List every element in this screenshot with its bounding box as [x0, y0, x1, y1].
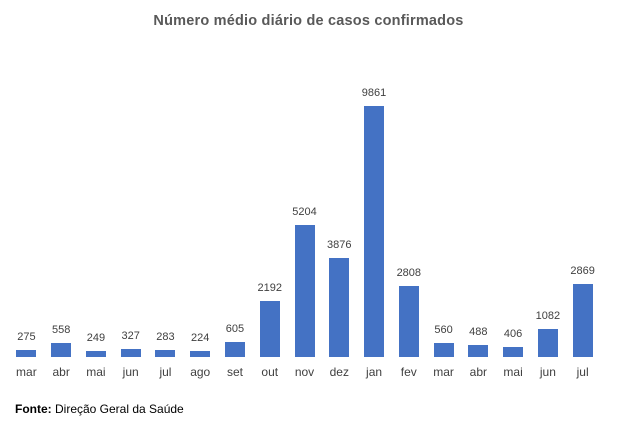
bar-column: 2808: [391, 267, 426, 357]
bar-column: 406: [496, 328, 531, 357]
source-note: Fonte: Direção Geral da Saúde: [15, 402, 184, 416]
bar-value-label: 224: [191, 332, 210, 344]
bar-column: 9861: [357, 87, 392, 357]
source-text: Direção Geral da Saúde: [51, 402, 184, 416]
x-axis-tick-label: abr: [469, 365, 487, 379]
bar-column: 249: [79, 332, 114, 357]
bar-value-label: 327: [121, 330, 140, 342]
x-axis-tick-label: jul: [576, 365, 589, 379]
bar: [572, 284, 593, 357]
bar: [224, 342, 245, 357]
bar-value-label: 275: [17, 331, 36, 343]
x-axis-tick-label: fev: [400, 365, 417, 379]
bar-column: 5204: [287, 206, 322, 357]
bar-value-label: 5204: [292, 206, 317, 218]
bar-value-label: 3876: [327, 239, 352, 251]
x-axis-tick-label: abr: [52, 365, 70, 379]
bar: [259, 301, 280, 357]
x-axis-tick-label: jun: [539, 365, 556, 379]
bar-column: 1082: [530, 310, 565, 357]
bar: [155, 350, 176, 357]
bar-value-label: 283: [156, 331, 175, 343]
bar-value-label: 249: [86, 332, 106, 344]
bar: [468, 345, 489, 357]
x-axis-tick-label: set: [226, 365, 243, 379]
x-axis-tick-label: jul: [159, 365, 172, 379]
bar-column: 275: [9, 331, 44, 357]
bar-value-label: 605: [225, 323, 245, 335]
bar-value-label: 2192: [257, 282, 282, 294]
bar-value-label: 9861: [361, 87, 387, 99]
bar-column: 488: [461, 326, 496, 357]
bar-value-label: 2808: [396, 267, 422, 279]
bar-value-label: 488: [469, 326, 488, 338]
source-label: Fonte:: [15, 402, 52, 416]
x-axis-tick-label: ago: [190, 365, 211, 379]
bar-value-label: 406: [503, 328, 523, 340]
bar-value-label: 1082: [535, 310, 561, 322]
bar: [51, 343, 72, 357]
bar: [120, 349, 141, 357]
x-axis-tick-label: nov: [294, 365, 315, 379]
bar: [398, 286, 419, 357]
bar-value-label: 560: [434, 324, 453, 336]
bar: [364, 106, 385, 357]
bar: [503, 347, 524, 357]
x-axis-tick-label: jan: [366, 365, 383, 379]
bar-column: 2869: [565, 265, 600, 357]
chart-title: Número médio diário de casos confirmados: [153, 13, 464, 29]
bar-column: 327: [113, 330, 148, 357]
bar-value-label: 558: [51, 324, 71, 336]
bar-column: 224: [183, 332, 218, 357]
bar-column: 3876: [322, 239, 357, 357]
plot-area: 275 558 249 327 283 224 605 2192 5204 3876 9861 280…: [9, 87, 600, 379]
x-axis-tick-label: mai: [503, 365, 523, 379]
x-axis-tick-label: mar: [433, 365, 454, 379]
x-axis-tick-label: mai: [86, 365, 106, 379]
bar-column: 283: [148, 331, 183, 357]
bar-column: 2192: [252, 282, 287, 357]
bar: [85, 351, 106, 357]
x-axis-tick-label: mar: [16, 365, 37, 379]
bar-column: 560: [426, 324, 461, 357]
x-axis-tick-label: out: [261, 365, 279, 379]
bar: [433, 343, 454, 357]
bar: [16, 350, 37, 357]
x-axis-labels: mar abr mai jun jul ago set out nov dez jan fev mar a…: [9, 365, 600, 379]
bar-column: 558: [44, 324, 79, 357]
x-axis-tick-label: jun: [122, 365, 139, 379]
bar: [294, 225, 315, 357]
bar: [537, 329, 558, 357]
bars-row: 275 558 249 327 283 224 605 2192 5204 3876 9861 280…: [9, 87, 600, 357]
bar: [329, 258, 350, 357]
x-axis-tick-label: dez: [329, 365, 349, 379]
bar-value-label: 2869: [570, 265, 595, 277]
bar-column: 605: [218, 323, 253, 357]
bar: [190, 351, 211, 357]
